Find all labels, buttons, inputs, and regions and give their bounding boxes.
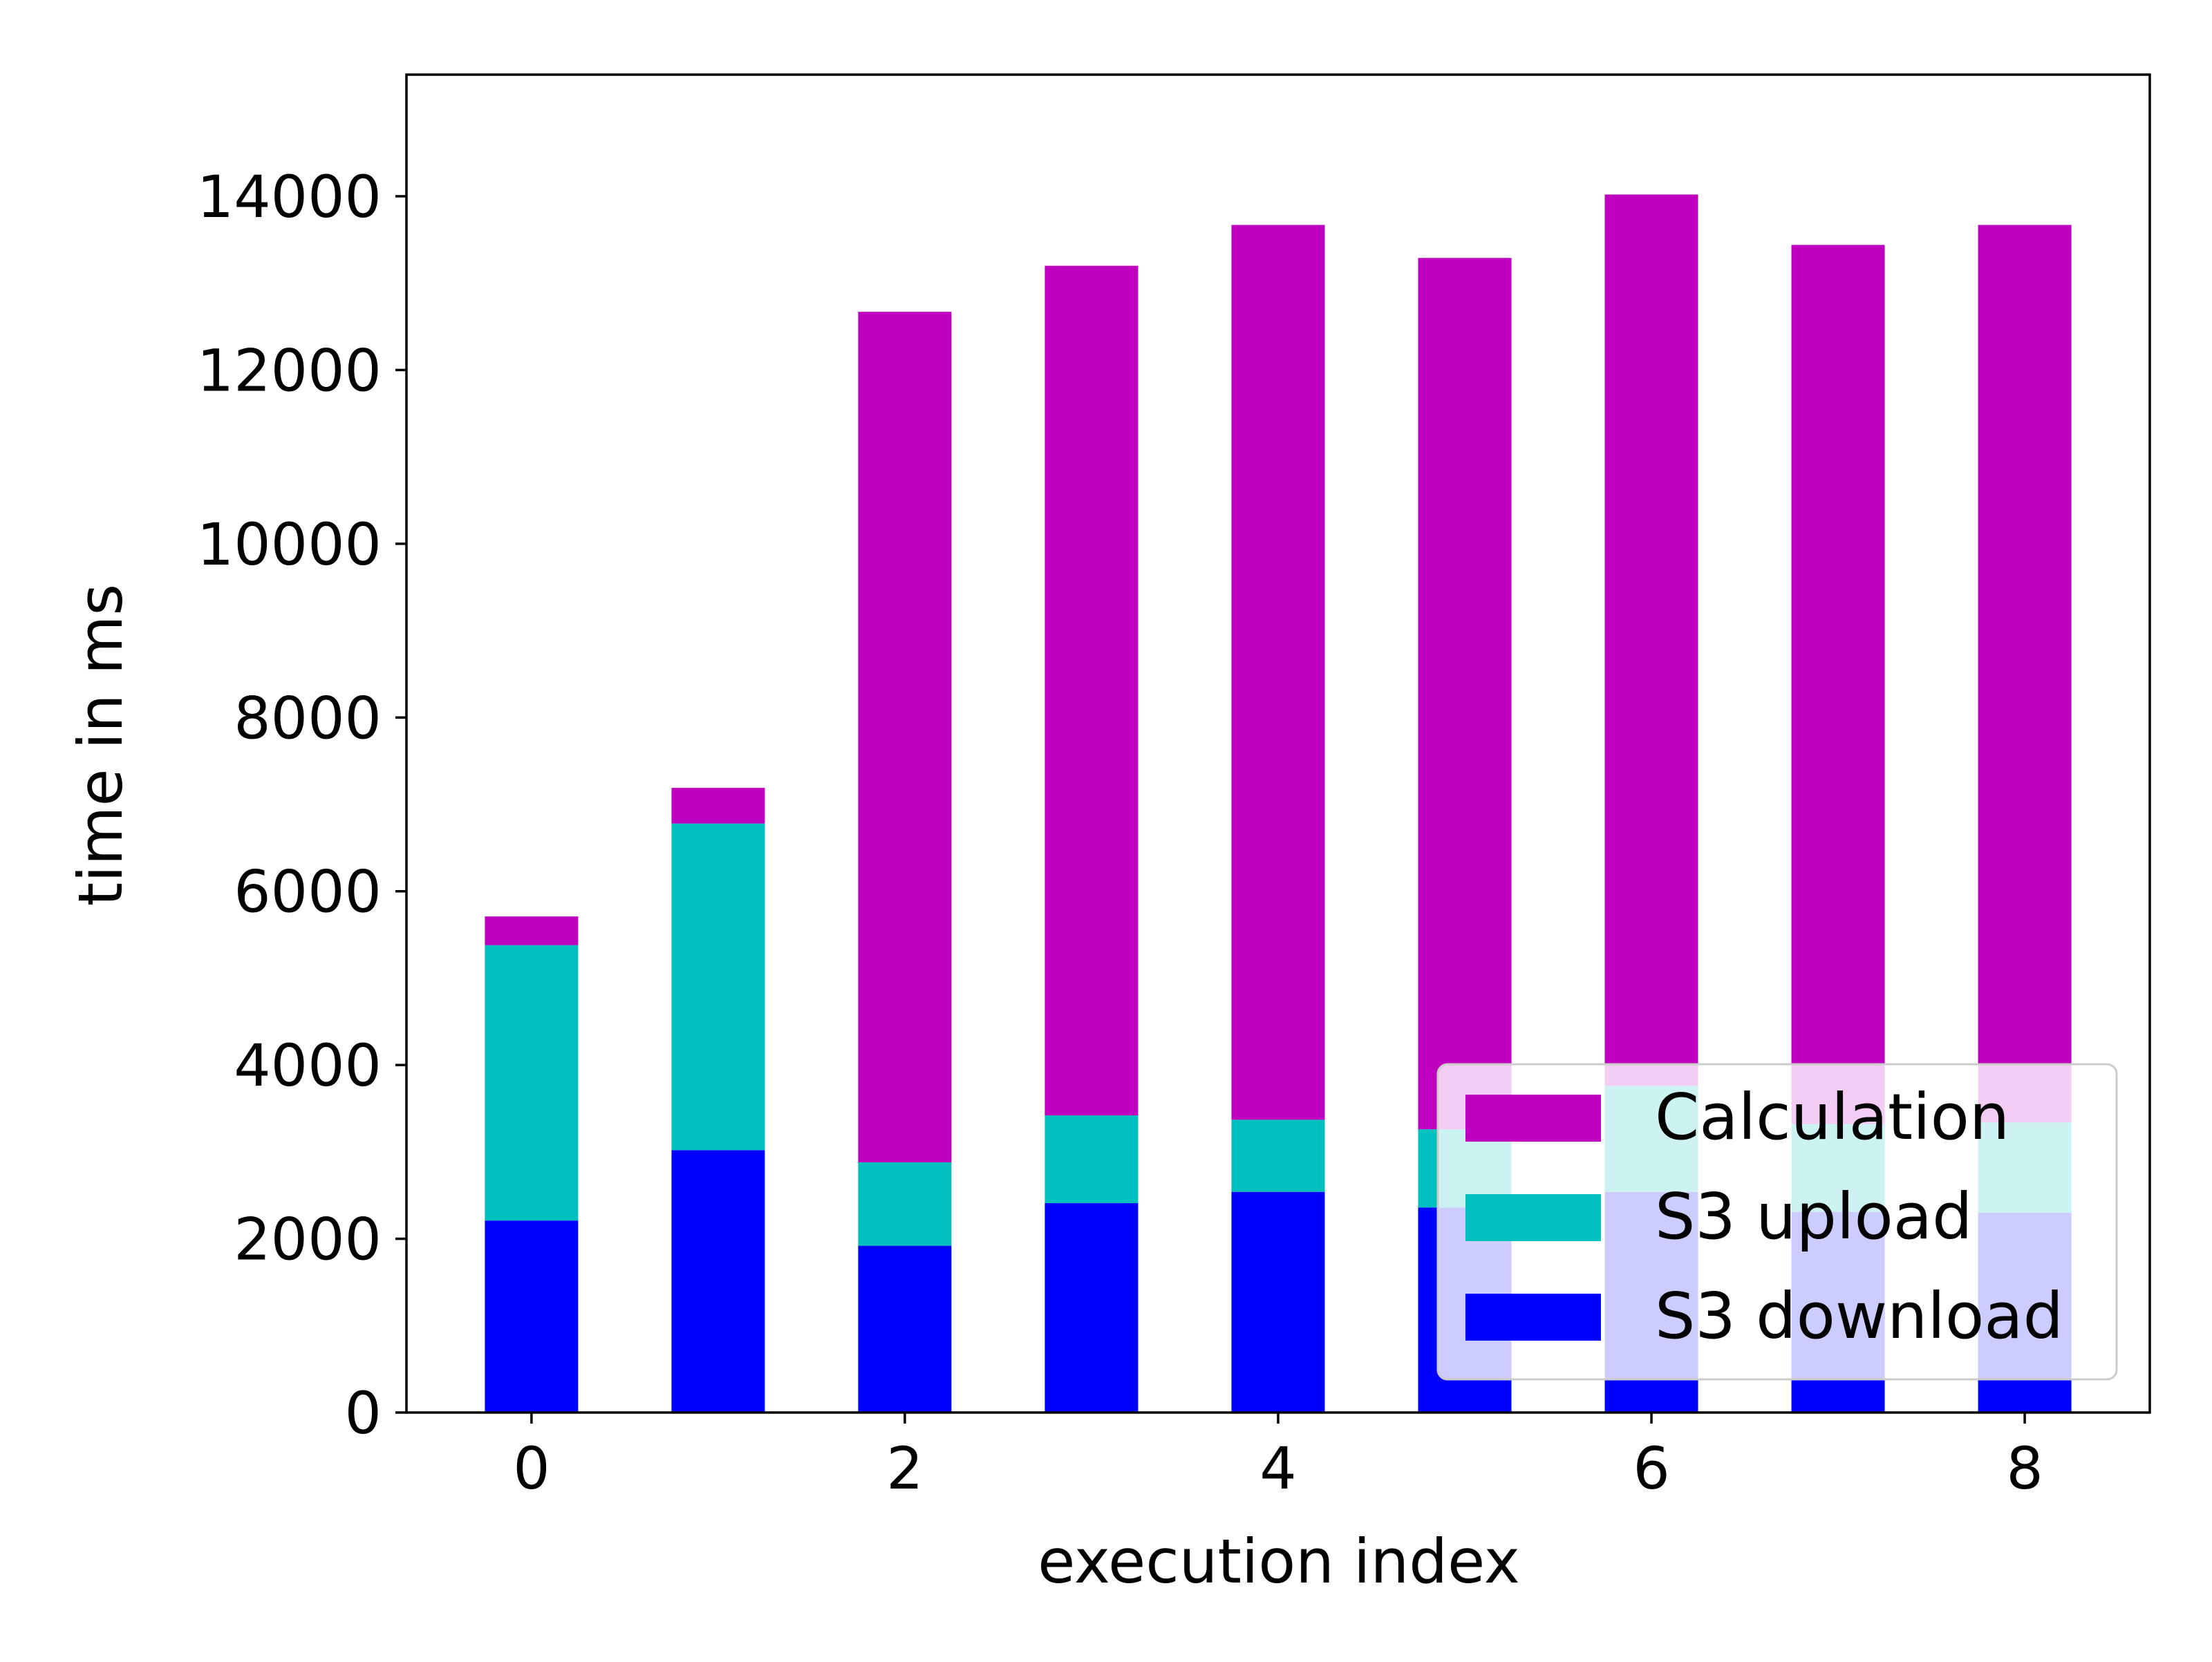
- bar-s3-upload-0: [485, 945, 579, 1221]
- legend-label-s3-download: S3 download: [1655, 1279, 2063, 1353]
- bar-calculation-8: [1978, 225, 2072, 1123]
- legend-swatch-calculation: [1465, 1095, 1601, 1142]
- bar-calculation-3: [1044, 265, 1138, 1116]
- bar-calculation-0: [485, 916, 579, 945]
- legend-box: [1436, 1063, 2118, 1381]
- bar-s3-upload-4: [1231, 1120, 1325, 1192]
- y-tick-label: 12000: [197, 337, 382, 404]
- bar-calculation-2: [858, 312, 952, 1162]
- x-axis-label: execution index: [1038, 1526, 1520, 1597]
- bar-calculation-4: [1231, 225, 1325, 1120]
- bar-s3-upload-1: [671, 823, 765, 1151]
- x-tick-label: 2: [886, 1435, 923, 1502]
- bar-calculation-1: [671, 788, 765, 824]
- y-tick-label: 6000: [234, 858, 382, 926]
- x-tick-label: 0: [513, 1435, 550, 1502]
- bar-s3-upload-3: [1044, 1115, 1138, 1204]
- y-tick-label: 10000: [197, 511, 382, 578]
- y-tick-label: 0: [345, 1379, 382, 1447]
- y-tick-label: 8000: [234, 684, 382, 752]
- x-tick-label: 4: [1259, 1435, 1296, 1502]
- legend-label-calculation: Calculation: [1655, 1080, 2009, 1154]
- y-axis-label: time in ms: [65, 584, 136, 907]
- bar-calculation-5: [1418, 258, 1512, 1130]
- bar-s3-download-1: [671, 1150, 765, 1413]
- x-tick-label: 6: [1633, 1435, 1669, 1502]
- bar-calculation-6: [1604, 194, 1698, 1086]
- bar-s3-download-4: [1231, 1191, 1325, 1413]
- y-tick-label: 14000: [197, 163, 382, 231]
- y-tick-label: 2000: [234, 1206, 382, 1274]
- x-tick-label: 8: [2006, 1435, 2043, 1502]
- legend-swatch-s3-download: [1465, 1294, 1601, 1341]
- bar-s3-download-0: [485, 1220, 579, 1413]
- bar-s3-download-2: [858, 1245, 952, 1413]
- bar-s3-upload-2: [858, 1162, 952, 1246]
- bar-s3-download-3: [1044, 1203, 1138, 1413]
- bar-calculation-7: [1791, 245, 1885, 1124]
- legend-label-s3-upload: S3 upload: [1655, 1180, 1973, 1254]
- y-tick-label: 4000: [234, 1032, 382, 1099]
- legend-swatch-s3-upload: [1465, 1194, 1601, 1241]
